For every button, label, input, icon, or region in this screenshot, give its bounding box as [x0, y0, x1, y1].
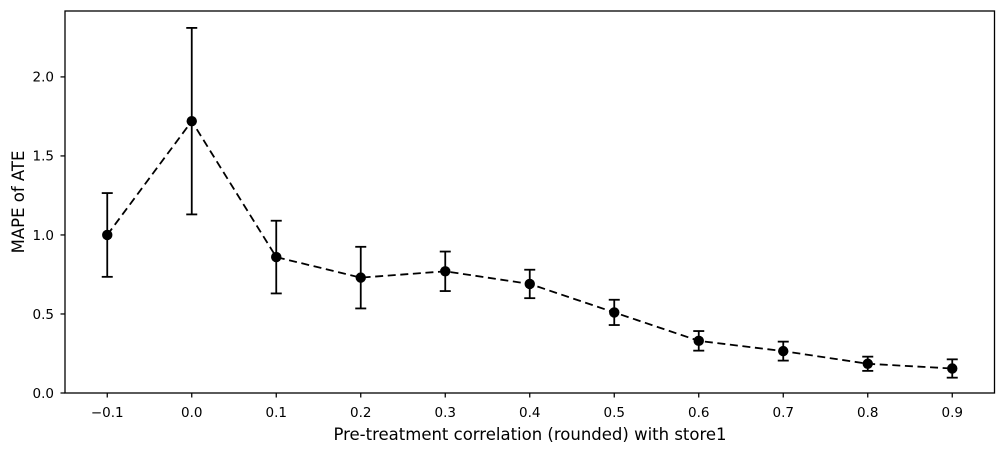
x-tick-label: 0.4: [519, 405, 540, 421]
data-point: [778, 345, 789, 357]
x-tick-label: 0.9: [942, 405, 963, 421]
data-point: [524, 278, 535, 290]
x-tick-label: 0.1: [266, 405, 287, 421]
y-tick-label: 0.5: [33, 307, 54, 323]
y-tick-label: 2.0: [33, 70, 54, 86]
data-point: [186, 115, 197, 127]
x-axis-label: Pre-treatment correlation (rounded) with…: [333, 425, 726, 444]
x-tick-label: 0.0: [181, 405, 202, 421]
x-tick-label: 0.7: [773, 405, 794, 421]
x-tick-label: 0.3: [435, 405, 456, 421]
x-tick-label: −0.1: [91, 405, 124, 421]
x-tick-label: 0.5: [604, 405, 625, 421]
x-tick-label: 0.6: [688, 405, 709, 421]
data-point: [102, 229, 113, 241]
data-point: [271, 251, 282, 263]
data-point: [947, 363, 958, 374]
data-point: [355, 272, 366, 283]
x-tick-label: 0.2: [350, 405, 371, 421]
data-point: [440, 266, 451, 277]
y-tick-label: 1.0: [33, 228, 54, 244]
data-point: [609, 307, 620, 318]
x-tick-label: 0.8: [857, 405, 878, 421]
y-tick-label: 0.0: [33, 386, 54, 402]
y-tick-label: 1.5: [33, 149, 54, 165]
data-point: [693, 335, 704, 347]
data-point: [862, 358, 873, 369]
y-axis-label: MAPE of ATE: [9, 151, 28, 254]
